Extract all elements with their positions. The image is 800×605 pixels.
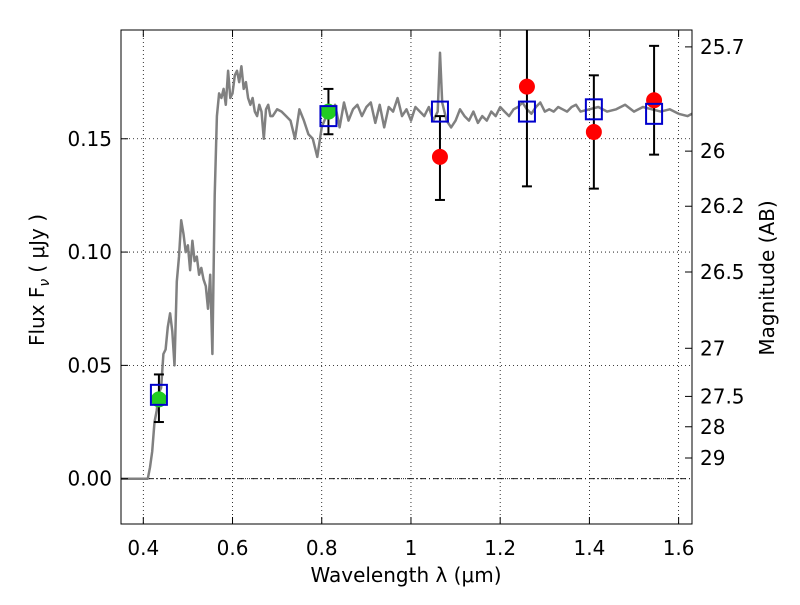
y-axis-title: Flux Fν ( μJy ) [25, 214, 53, 346]
y-tick-label: 0.05 [67, 353, 112, 377]
model-photometry-layer [149, 98, 664, 406]
y-tick-label: 0.10 [67, 240, 112, 264]
y-axis-title-subscript: ν [37, 279, 53, 287]
x-tick-label: 1.4 [573, 536, 605, 560]
observed-point [518, 78, 535, 95]
y-axis-title-main: Flux F [25, 287, 49, 346]
y2-tick-label: 29 [700, 446, 725, 470]
y2-tick-label: 26 [700, 139, 725, 163]
y2-tick-label: 25.7 [700, 35, 745, 59]
ticks-layer: 0.4 0.6 0.8 1 1.2 1.4 1.6 0.00 0.05 0.10 0.15 25.7 2… [67, 30, 745, 560]
model-photometry-point [430, 100, 449, 123]
y2-tick-label: 27.5 [700, 384, 745, 408]
plot-frame [120, 29, 693, 525]
y-axis-title-unit: ( μJy ) [25, 214, 49, 273]
model-photometry-point [517, 100, 536, 123]
model-photometry-point [645, 102, 664, 125]
x-tick-label: 1.6 [663, 536, 695, 560]
y2-tick-label: 26.5 [700, 260, 745, 284]
y-tick-label: 0.15 [67, 127, 112, 151]
x-axis-title: Wavelength λ (μm) [310, 563, 501, 587]
y2-tick-label: 26.2 [700, 194, 745, 218]
x-tick-label: 1 [405, 536, 418, 560]
observed-point [585, 123, 602, 140]
model-photometry-point [584, 98, 603, 121]
y2-tick-label: 27 [700, 336, 725, 360]
y2-axis-title: Magnitude (AB) [755, 200, 779, 355]
grid-layer [121, 30, 692, 524]
model-photometry-point [319, 105, 338, 128]
observed-point [646, 92, 663, 109]
x-tick-label: 0.4 [127, 536, 159, 560]
x-tick-label: 1.2 [484, 536, 516, 560]
x-tick-label: 0.6 [217, 536, 249, 560]
observed-point [431, 148, 448, 165]
model-photometry-point [149, 383, 168, 406]
y-tick-label: 0.00 [67, 467, 112, 491]
y2-tick-label: 28 [700, 415, 725, 439]
x-tick-label: 0.8 [306, 536, 338, 560]
